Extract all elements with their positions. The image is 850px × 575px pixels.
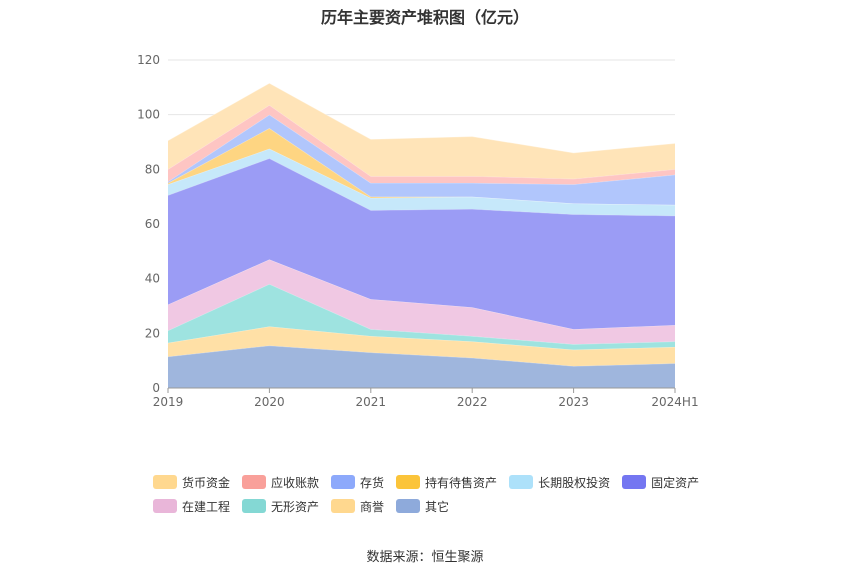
legend-label: 货币资金 — [182, 475, 231, 490]
legend-item[interactable]: 商誉 — [331, 498, 384, 515]
area-series-5 — [168, 148, 675, 216]
legend-swatch — [396, 499, 421, 513]
legend-swatch — [331, 475, 356, 489]
area-series-7 — [168, 114, 675, 205]
data-source: 数据来源：恒生聚源 — [366, 550, 484, 565]
legend-label: 在建工程 — [182, 499, 231, 514]
area-series-1 — [168, 326, 675, 367]
y-tick-label: 20 — [145, 326, 160, 340]
y-tick-label: 80 — [145, 162, 160, 176]
legend-item[interactable]: 其它 — [396, 498, 449, 515]
legend-label: 应收账款 — [271, 475, 320, 490]
legend-label: 持有待售资产 — [425, 475, 498, 490]
legend-swatch — [153, 499, 177, 513]
area-edge-5 — [167, 148, 676, 206]
legend-item[interactable]: 持有待售资产 — [396, 474, 497, 491]
legend-swatch — [622, 475, 647, 489]
legend-item[interactable]: 长期股权投资 — [509, 474, 610, 491]
area-series-2 — [168, 284, 675, 350]
y-tick-label: 120 — [137, 53, 160, 67]
x-tick-label: 2019 — [153, 395, 184, 409]
y-tick-label: 0 — [152, 381, 160, 395]
legend-swatch — [242, 499, 267, 513]
legend-row: 货币资金 应收账款 存货 持有待售资产 长期股权投资 固定资产 — [153, 470, 713, 494]
legend-label: 存货 — [360, 475, 385, 490]
axes: 0 20 40 60 80 100 120 2019 2020 2021 2022 2023 2024H… — [137, 53, 699, 409]
y-tick-label: 60 — [145, 217, 160, 231]
legend-item[interactable]: 无形资产 — [242, 498, 319, 515]
legend-swatch — [242, 475, 267, 489]
legend-swatch — [331, 499, 356, 513]
legend-item[interactable]: 存货 — [331, 474, 384, 491]
legend-label: 商誉 — [360, 499, 385, 514]
area-series-0 — [168, 345, 675, 388]
x-tick-label: 2023 — [558, 395, 589, 409]
legend-item[interactable]: 在建工程 — [153, 498, 230, 515]
x-tick-label: 2022 — [457, 395, 488, 409]
legend-label: 长期股权投资 — [538, 475, 611, 490]
area-series-9 — [168, 83, 675, 179]
legend-label: 其它 — [425, 499, 450, 514]
legend-label: 无形资产 — [271, 499, 320, 514]
area-series-4 — [168, 158, 675, 330]
legend-swatch — [396, 475, 421, 489]
x-tick-label: 2024H1 — [651, 395, 698, 409]
legend-item[interactable]: 固定资产 — [622, 474, 699, 491]
legend-row: 在建工程 无形资产 商誉 其它 — [153, 494, 713, 518]
legend: 货币资金 应收账款 存货 持有待售资产 长期股权投资 固定资产在建工程 无形资产 商誉 其它 — [153, 470, 713, 518]
x-tick-label: 2020 — [254, 395, 285, 409]
legend-item[interactable]: 应收账款 — [242, 474, 319, 491]
area-series-3 — [168, 259, 675, 345]
legend-item[interactable]: 货币资金 — [153, 474, 230, 491]
y-tick-label: 100 — [137, 108, 160, 122]
chart-title: 历年主要资产堆积图（亿元） — [320, 8, 529, 27]
legend-swatch — [509, 475, 534, 489]
x-tick-label: 2021 — [356, 395, 387, 409]
area-series — [167, 82, 676, 388]
area-series-6 — [168, 128, 675, 205]
y-tick-label: 40 — [145, 272, 160, 286]
legend-swatch — [153, 475, 177, 489]
area-edge-9 — [167, 82, 676, 154]
legend-label: 固定资产 — [651, 475, 700, 490]
area-series-8 — [168, 105, 675, 185]
